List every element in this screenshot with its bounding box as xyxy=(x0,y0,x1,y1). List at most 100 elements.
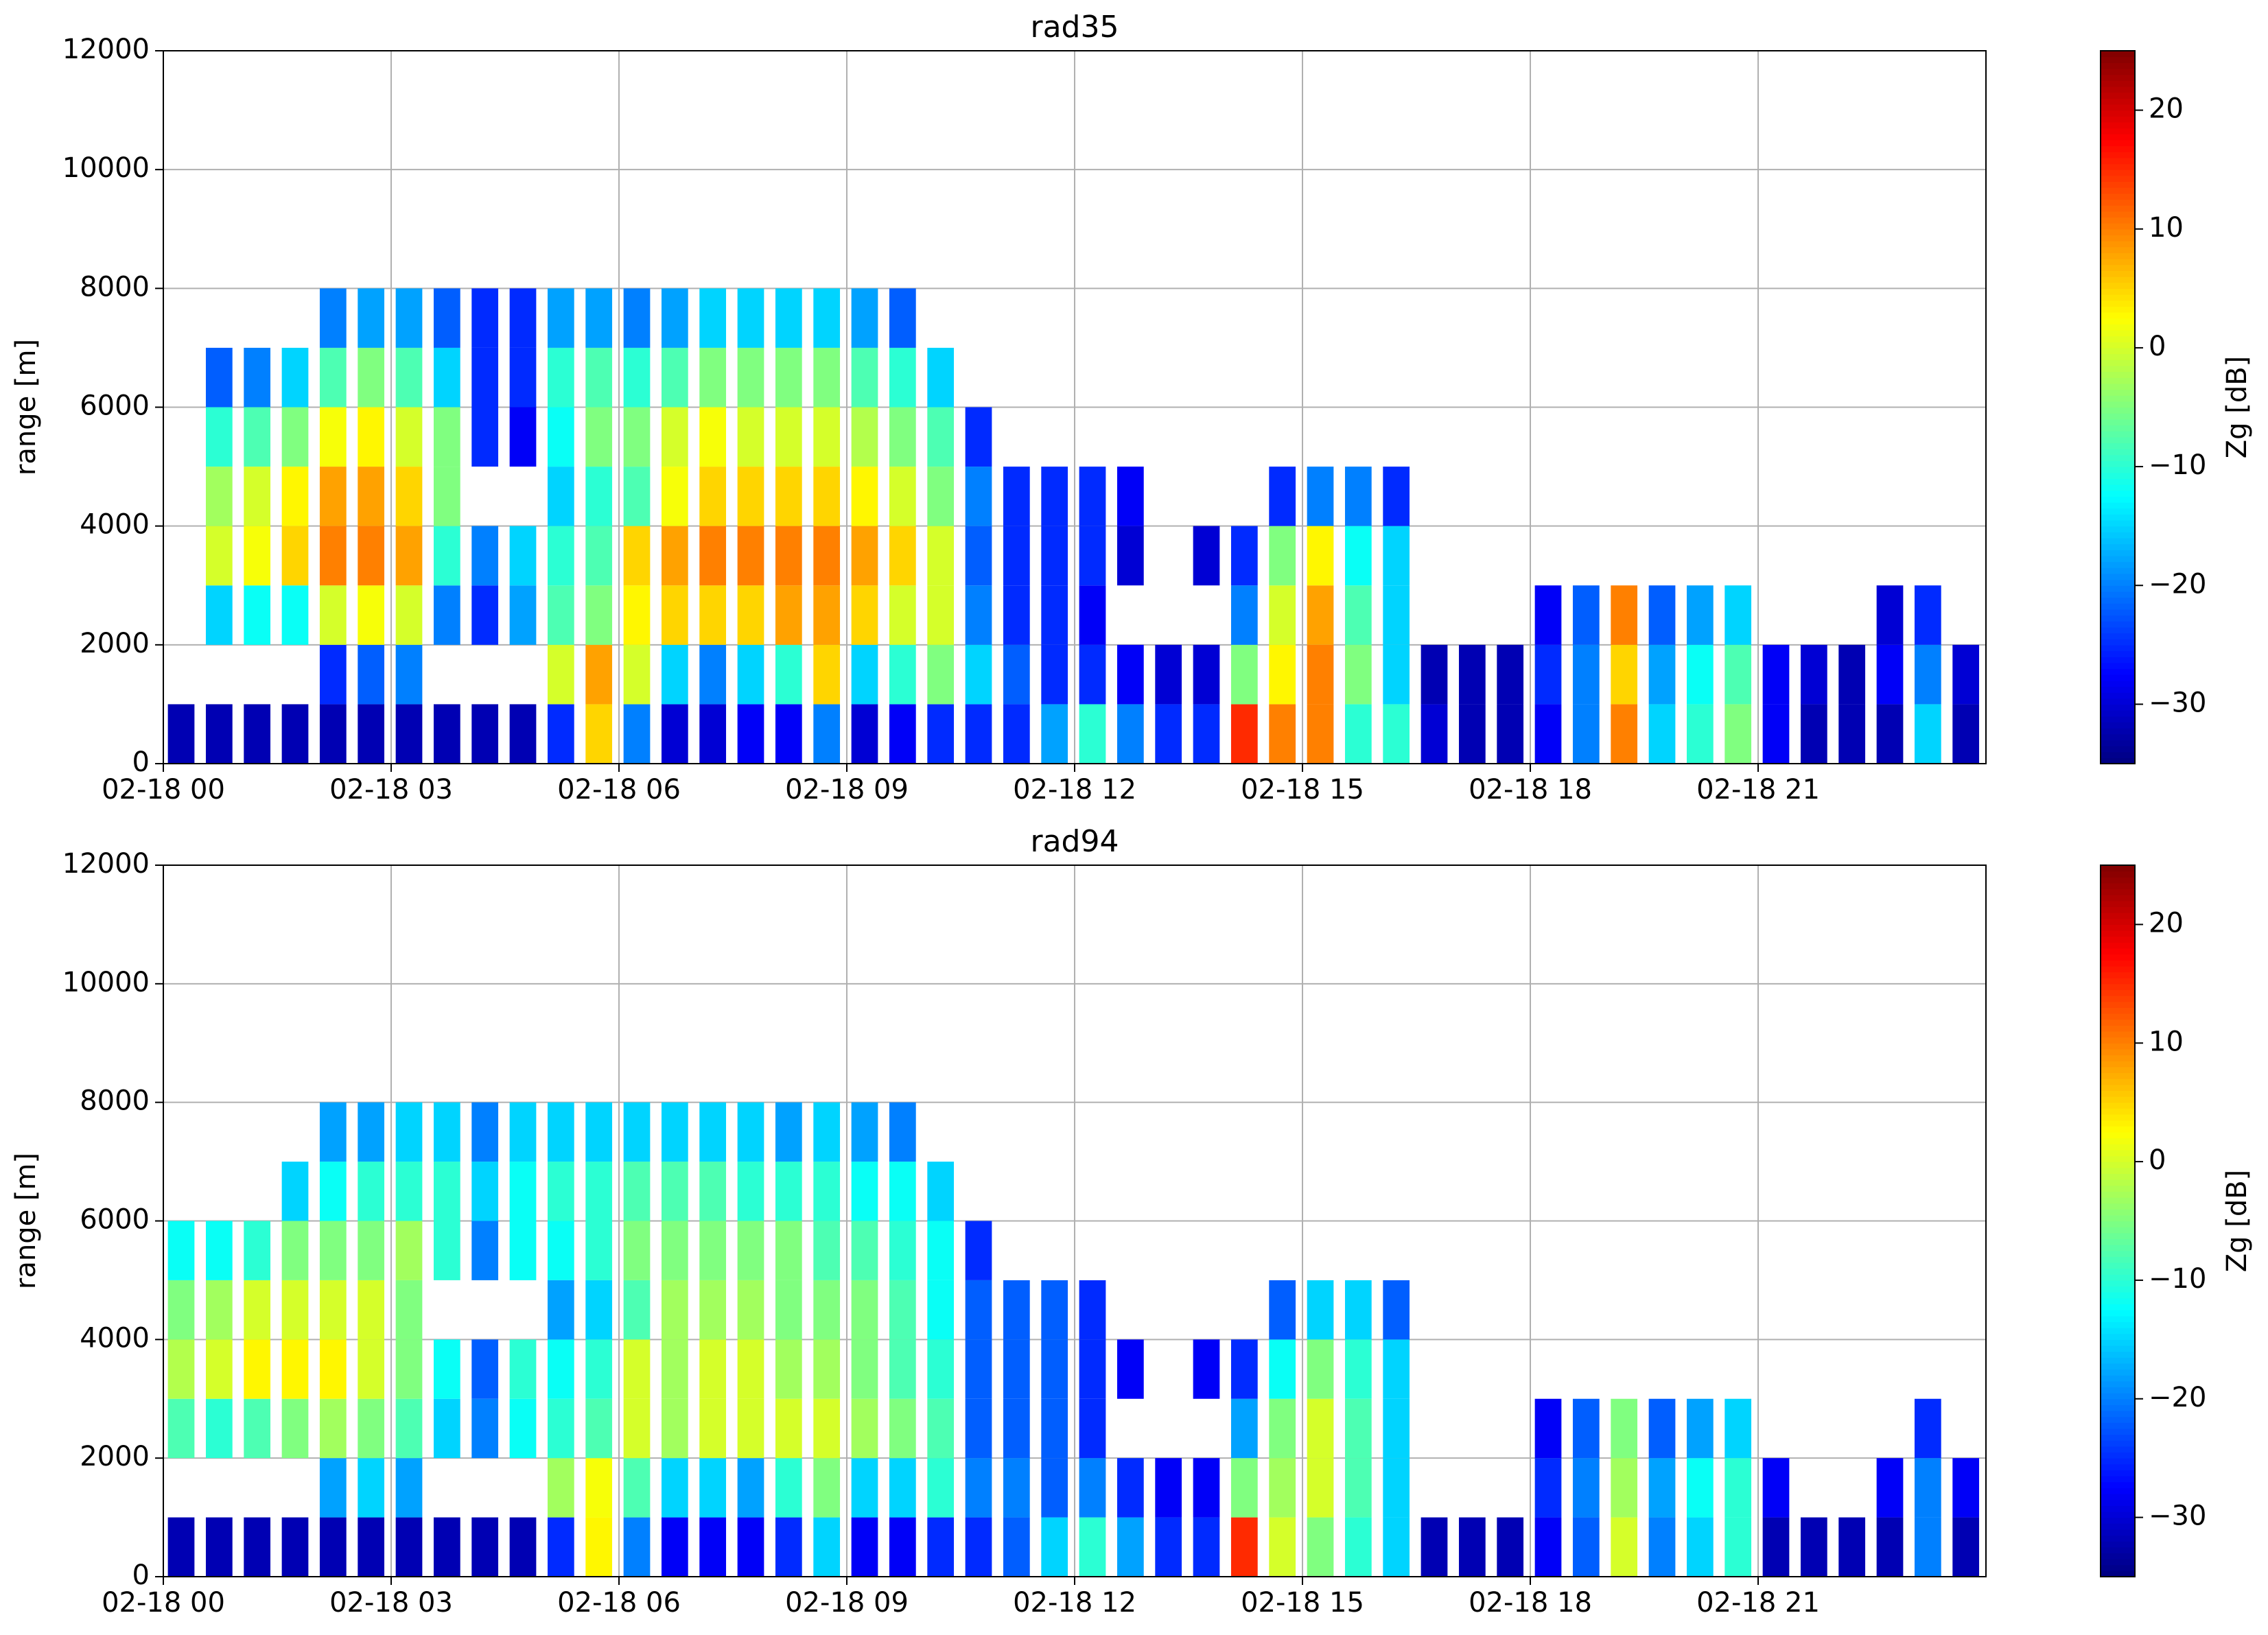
heatmap-cell xyxy=(358,1517,385,1577)
heatmap-cell xyxy=(358,1280,385,1340)
heatmap-cell xyxy=(1952,644,1980,705)
heatmap-cell xyxy=(585,467,613,526)
heatmap-cell xyxy=(1648,1398,1676,1459)
heatmap-cell xyxy=(813,644,841,705)
heatmap-cell xyxy=(699,1162,727,1221)
heatmap-cell xyxy=(1193,1458,1220,1518)
heatmap-cell xyxy=(1193,704,1220,764)
colorbar-step xyxy=(2101,1274,2135,1281)
heatmap-cell xyxy=(927,585,955,645)
heatmap-cell xyxy=(1344,467,1372,526)
heatmap-cell xyxy=(851,585,878,645)
heatmap-cell xyxy=(509,407,537,467)
heatmap-cell xyxy=(699,407,727,467)
heatmap-cell xyxy=(1230,1517,1258,1577)
heatmap-cell xyxy=(1193,526,1220,586)
colorbar-step xyxy=(2101,175,2135,183)
colorbar-step xyxy=(2101,1167,2135,1174)
colorbar-step xyxy=(2101,930,2135,937)
heatmap-cell xyxy=(1269,585,1296,645)
x-tick-label: 02-18 00 xyxy=(102,1587,225,1619)
colorbar-step xyxy=(2101,680,2135,687)
heatmap-cell xyxy=(395,1398,423,1459)
colorbar-step xyxy=(2101,603,2135,610)
heatmap-cell xyxy=(281,1162,309,1221)
heatmap-cell xyxy=(699,1458,727,1518)
heatmap-cell xyxy=(1344,1517,1372,1577)
heatmap-cell xyxy=(1383,467,1410,526)
colorbar-step xyxy=(2101,252,2135,259)
colorbar-step xyxy=(2101,591,2135,598)
heatmap-cell xyxy=(661,467,688,526)
heatmap-cell xyxy=(1611,1517,1638,1577)
heatmap-cell xyxy=(851,526,878,586)
colorbar-step xyxy=(2101,110,2135,117)
colorbar-step xyxy=(2101,1238,2135,1245)
heatmap-cell xyxy=(547,1162,574,1221)
heatmap-cell xyxy=(1307,1398,1334,1459)
heatmap-cell xyxy=(1193,1339,1220,1399)
colorbar-step xyxy=(2101,449,2135,456)
colorbar-step xyxy=(2101,532,2135,539)
heatmap-cell xyxy=(775,644,802,705)
heatmap-cell xyxy=(281,526,309,586)
heatmap-cell xyxy=(1003,585,1030,645)
heatmap-cell xyxy=(244,585,271,645)
colorbar-step xyxy=(2101,401,2135,408)
heatmap-cell xyxy=(813,347,841,408)
heatmap-cell xyxy=(623,526,651,586)
colorbar-step xyxy=(2101,1416,2135,1423)
heatmap-cell xyxy=(737,347,764,408)
heatmap-cell xyxy=(851,1458,878,1518)
heatmap-cell xyxy=(699,288,727,348)
heatmap-cell xyxy=(547,704,574,764)
heatmap-cell xyxy=(1041,1517,1068,1577)
heatmap-cell xyxy=(471,585,499,645)
heatmap-cell xyxy=(1041,585,1068,645)
heatmap-cell xyxy=(205,585,233,645)
heatmap-cell xyxy=(1117,704,1144,764)
colorbar-step xyxy=(2101,1434,2135,1441)
heatmap-cell xyxy=(1762,704,1790,764)
heatmap-cell xyxy=(1155,704,1182,764)
heatmap-cell xyxy=(775,467,802,526)
heatmap-cell xyxy=(1876,1517,1904,1577)
heatmap-cell xyxy=(1876,1458,1904,1518)
heatmap-cell xyxy=(319,407,347,467)
heatmap-cell xyxy=(1269,1280,1296,1340)
heatmap-cell xyxy=(1003,704,1030,764)
heatmap-cell xyxy=(661,644,688,705)
heatmap-cell xyxy=(433,407,460,467)
colorbar-step xyxy=(2101,1535,2135,1542)
colorbar-step xyxy=(2101,1380,2135,1388)
colorbar-step xyxy=(2101,740,2135,746)
heatmap-cell xyxy=(965,1517,992,1577)
heatmap-cell xyxy=(205,1517,233,1577)
heatmap-cell xyxy=(661,585,688,645)
colorbar-tick-label: 10 xyxy=(2149,1026,2184,1057)
heatmap-cell xyxy=(965,704,992,764)
heatmap-cell xyxy=(1686,585,1714,645)
heatmap-cell xyxy=(775,1458,802,1518)
heatmap-cell xyxy=(1003,1280,1030,1340)
heatmap-cell xyxy=(547,1339,574,1399)
colorbar-step xyxy=(2101,1286,2135,1293)
heatmap-cell xyxy=(1230,704,1258,764)
heatmap-cell xyxy=(1725,585,1752,645)
heatmap-cell xyxy=(851,1339,878,1399)
colorbar-step xyxy=(2101,526,2135,532)
heatmap-cell xyxy=(623,704,651,764)
x-tick-label: 02-18 12 xyxy=(1013,1587,1136,1619)
heatmap-cell xyxy=(1914,704,1941,764)
heatmap-cell xyxy=(737,1102,764,1162)
heatmap-cell xyxy=(851,1398,878,1459)
heatmap-cell xyxy=(1611,644,1638,705)
heatmap-cell xyxy=(699,347,727,408)
colorbar-step xyxy=(2101,722,2135,729)
heatmap-cell xyxy=(661,1221,688,1280)
heatmap-cell xyxy=(1800,1517,1827,1577)
heatmap-cell xyxy=(395,585,423,645)
heatmap-cell xyxy=(1383,585,1410,645)
heatmap-cell xyxy=(1421,704,1448,764)
colorbar-step xyxy=(2101,1292,2135,1299)
